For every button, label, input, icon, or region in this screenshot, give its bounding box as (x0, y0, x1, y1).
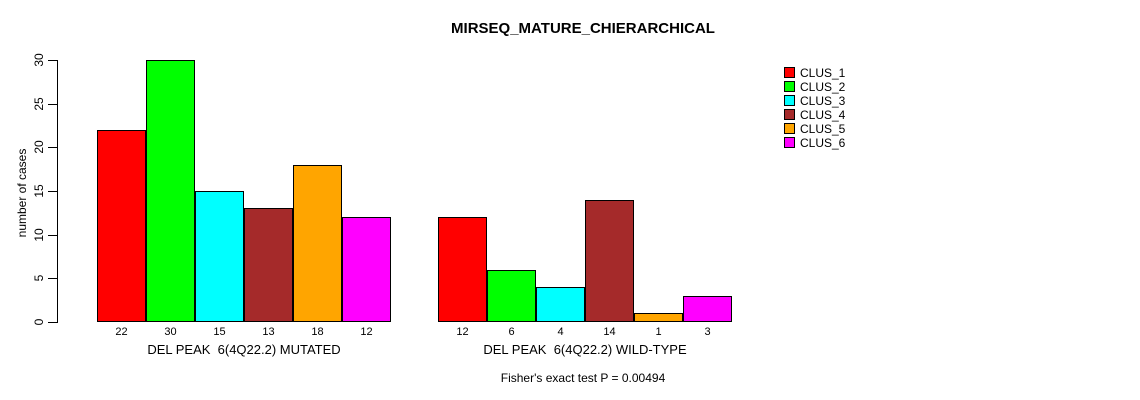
legend-swatch-CLUS_2 (784, 80, 795, 92)
y-tick-label: 15 (32, 184, 46, 198)
category-label: DEL PEAK 6(4Q22.2) WILD-TYPE (483, 342, 687, 357)
legend-label: CLUS_4 (800, 107, 846, 122)
bar-value-label: 15 (213, 326, 226, 338)
bar-CLUS_5 (634, 313, 683, 322)
bar-CLUS_1 (438, 217, 487, 322)
bar-value-label: 30 (164, 326, 177, 338)
y-tick (48, 234, 58, 236)
y-tick-label: 0 (32, 318, 46, 326)
bar-value-label: 1 (655, 326, 662, 338)
bar-CLUS_3 (195, 191, 244, 322)
legend-label: CLUS_2 (800, 79, 846, 94)
bar-CLUS_2 (146, 60, 195, 322)
legend-swatch-CLUS_5 (784, 122, 795, 134)
bar-value-label: 6 (508, 326, 515, 338)
y-tick (48, 278, 58, 280)
bar-value-label: 3 (704, 326, 711, 338)
y-tick (48, 322, 58, 323)
bar-value-label: 4 (557, 326, 564, 338)
bar-value-label: 18 (311, 326, 324, 338)
legend-swatch-CLUS_4 (784, 108, 795, 120)
bar-CLUS_6 (683, 295, 732, 322)
y-tick (48, 103, 58, 105)
legend-swatch-CLUS_1 (784, 67, 795, 78)
bar-CLUS_5 (293, 164, 342, 322)
legend-swatch-CLUS_3 (784, 94, 795, 106)
bar-CLUS_4 (585, 199, 634, 322)
bar-CLUS_3 (536, 287, 585, 322)
bar-value-label: 12 (360, 326, 373, 338)
y-tick (48, 191, 58, 192)
legend-label: CLUS_5 (800, 121, 846, 136)
category-label: DEL PEAK 6(4Q22.2) MUTATED (147, 342, 341, 357)
legend-label: CLUS_1 (800, 66, 846, 80)
bar-CLUS_4 (244, 208, 293, 322)
y-tick-label: 5 (32, 274, 46, 282)
y-tick (48, 60, 58, 61)
bar-value-label: 13 (262, 326, 275, 338)
bar-CLUS_2 (487, 269, 536, 322)
legend-label: CLUS_3 (800, 93, 846, 108)
bar-CLUS_1 (97, 129, 146, 322)
bar-CLUS_6 (342, 217, 391, 322)
y-tick (48, 147, 58, 149)
y-axis-title: number of cases (15, 148, 29, 238)
y-tick-label: 30 (32, 53, 46, 67)
fisher-test-annotation: Fisher's exact test P = 0.00494 (500, 371, 666, 385)
y-tick-label: 10 (32, 227, 46, 242)
legend-swatch-CLUS_6 (784, 136, 795, 148)
y-tick-label: 20 (32, 140, 46, 155)
bar-value-label: 22 (115, 326, 128, 338)
chart-title: MIRSEQ_MATURE_CHIERARCHICAL (451, 20, 715, 37)
y-tick-label: 25 (32, 96, 46, 111)
bar-value-label: 14 (603, 326, 616, 338)
legend-label: CLUS_6 (800, 135, 846, 150)
bar-value-label: 12 (456, 326, 469, 338)
